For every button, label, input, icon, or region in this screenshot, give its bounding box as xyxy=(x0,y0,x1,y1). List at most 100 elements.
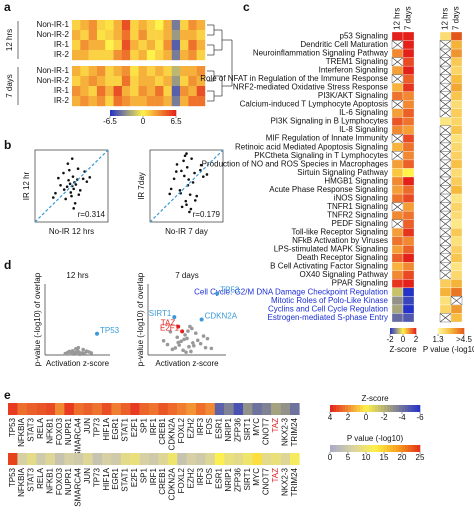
colorbar-step xyxy=(147,110,150,116)
colorbar-step xyxy=(402,445,406,452)
colorbar-tick-label: 0 xyxy=(141,117,146,126)
heat-cell xyxy=(163,96,172,107)
heat-cell xyxy=(113,66,123,77)
pathway-label: Toll-like Receptor Signaling xyxy=(292,228,389,237)
pathway-label: HMGB1 Signaling xyxy=(324,176,388,185)
pvalue-cell xyxy=(8,453,18,465)
colorbar-step xyxy=(409,328,411,334)
point xyxy=(183,154,187,158)
point xyxy=(77,193,81,196)
heat-cell xyxy=(72,30,81,41)
heat-cell xyxy=(105,30,114,41)
zscore-cell xyxy=(402,151,415,161)
colorbar-step xyxy=(460,328,462,334)
zscore-cell xyxy=(391,262,404,271)
pathway-label: TREM1 Signaling xyxy=(326,57,388,66)
gene-label: SMARCA4 xyxy=(74,417,83,456)
gene-label: IRF1 xyxy=(149,467,158,485)
pvalue-cell xyxy=(271,453,281,465)
colorbar-step xyxy=(393,328,395,334)
zscore-cell xyxy=(391,168,404,178)
colorbar-step xyxy=(121,110,124,116)
zscore-cell xyxy=(391,91,404,101)
colorbar-step xyxy=(173,110,177,116)
colorbar-step xyxy=(411,405,415,412)
pvalue-cell xyxy=(233,453,244,465)
point xyxy=(64,197,67,201)
pvalue-cell xyxy=(177,453,187,465)
zscore-cell xyxy=(167,403,178,415)
colorbar-step xyxy=(463,328,465,334)
colorbar-step xyxy=(129,110,133,116)
colorbar-step xyxy=(158,110,161,116)
pathway-label: Dendritic Cell Maturation xyxy=(300,40,388,49)
row-label: Non-IR-1 xyxy=(37,20,70,29)
pathway-label: IL-6 Signaling xyxy=(339,108,388,117)
point xyxy=(74,351,79,356)
cross xyxy=(439,313,452,323)
heat-cell xyxy=(163,86,172,97)
gene-label: NKX2-3 xyxy=(280,467,289,496)
heat-cell xyxy=(130,50,139,61)
colorbar-step xyxy=(360,405,364,412)
heat-cell xyxy=(180,20,189,31)
point xyxy=(59,183,62,187)
colorbar-step xyxy=(145,110,148,116)
colorbar-tick-label: -2 xyxy=(380,413,388,422)
gene-label: NFKB1 xyxy=(45,467,54,493)
pvalue-cell xyxy=(280,453,291,465)
point xyxy=(66,162,70,165)
heat-cell xyxy=(96,86,106,97)
heat-cell xyxy=(196,76,206,87)
pvalue-cell xyxy=(261,453,272,465)
point xyxy=(54,191,57,195)
pvalue-cell xyxy=(450,151,463,161)
point xyxy=(185,203,188,207)
colorbar-step xyxy=(438,328,440,334)
cross xyxy=(439,65,452,75)
colorbar-step xyxy=(387,405,391,412)
colorbar-step xyxy=(413,328,415,334)
pvalue-cell xyxy=(450,125,463,135)
point xyxy=(203,345,208,350)
y-axis-label: IR 12 hr xyxy=(22,171,31,200)
zscore-cell xyxy=(391,83,404,92)
zscore-cell xyxy=(177,403,187,415)
heat-cell xyxy=(171,30,181,41)
cross xyxy=(439,91,452,101)
colorbar-tick-label: 6.5 xyxy=(170,117,182,126)
point xyxy=(182,337,186,342)
pvalue-cell xyxy=(120,453,131,465)
pathway-label: PEDF Signaling xyxy=(332,219,388,228)
colorbar-tick-label: 2 xyxy=(346,413,351,422)
heat-cell xyxy=(121,66,131,77)
point xyxy=(183,333,187,337)
heat-cell xyxy=(88,96,98,107)
pvalue-cell xyxy=(450,48,463,58)
point xyxy=(189,349,193,354)
colorbar-tick-label: 0 xyxy=(401,335,406,344)
point xyxy=(78,189,82,192)
gene-label: SIRT1 xyxy=(243,467,252,490)
gene-label: CREB1 xyxy=(158,417,167,444)
row-label: Non-IR-1 xyxy=(37,66,70,75)
colorbar-step xyxy=(330,405,334,412)
zscore-cell xyxy=(36,403,46,415)
heat-cell xyxy=(138,66,148,77)
colorbar-step xyxy=(453,328,455,334)
colorbar-step xyxy=(149,110,153,116)
colorbar-step xyxy=(110,110,113,116)
colorbar-step xyxy=(339,445,343,452)
colorbar-step xyxy=(136,110,139,116)
point xyxy=(173,346,178,350)
zscore-cell xyxy=(402,253,415,263)
colorbar-step xyxy=(354,445,358,452)
cross xyxy=(439,262,452,272)
pvalue-cell xyxy=(450,142,463,152)
heat-cell xyxy=(188,40,197,51)
colorbar-step xyxy=(414,405,418,412)
pathway-label: Interferon Signaling xyxy=(319,65,388,74)
highlight-point xyxy=(199,317,204,322)
colorbar-step xyxy=(125,110,128,116)
pvalue-cell xyxy=(450,279,463,289)
